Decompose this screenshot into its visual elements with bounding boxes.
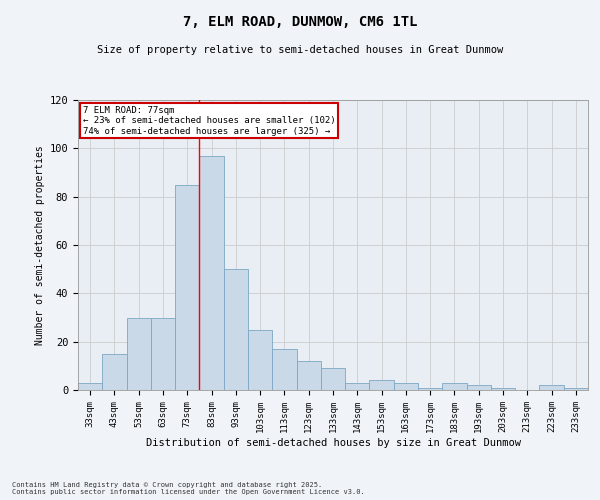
- Bar: [539, 385, 564, 390]
- Bar: [491, 388, 515, 390]
- X-axis label: Distribution of semi-detached houses by size in Great Dunmow: Distribution of semi-detached houses by …: [146, 438, 521, 448]
- Bar: [248, 330, 272, 390]
- Bar: [467, 385, 491, 390]
- Text: Contains HM Land Registry data © Crown copyright and database right 2025.
Contai: Contains HM Land Registry data © Crown c…: [12, 482, 365, 495]
- Bar: [321, 368, 345, 390]
- Text: Size of property relative to semi-detached houses in Great Dunmow: Size of property relative to semi-detach…: [97, 45, 503, 55]
- Bar: [78, 383, 102, 390]
- Bar: [127, 318, 151, 390]
- Bar: [345, 383, 370, 390]
- Bar: [370, 380, 394, 390]
- Bar: [418, 388, 442, 390]
- Bar: [151, 318, 175, 390]
- Bar: [102, 354, 127, 390]
- Text: 7 ELM ROAD: 77sqm
← 23% of semi-detached houses are smaller (102)
74% of semi-de: 7 ELM ROAD: 77sqm ← 23% of semi-detached…: [83, 106, 336, 136]
- Y-axis label: Number of semi-detached properties: Number of semi-detached properties: [35, 145, 46, 345]
- Bar: [175, 184, 199, 390]
- Bar: [564, 388, 588, 390]
- Bar: [224, 269, 248, 390]
- Bar: [296, 361, 321, 390]
- Bar: [199, 156, 224, 390]
- Bar: [442, 383, 467, 390]
- Bar: [272, 349, 296, 390]
- Bar: [394, 383, 418, 390]
- Text: 7, ELM ROAD, DUNMOW, CM6 1TL: 7, ELM ROAD, DUNMOW, CM6 1TL: [183, 15, 417, 29]
